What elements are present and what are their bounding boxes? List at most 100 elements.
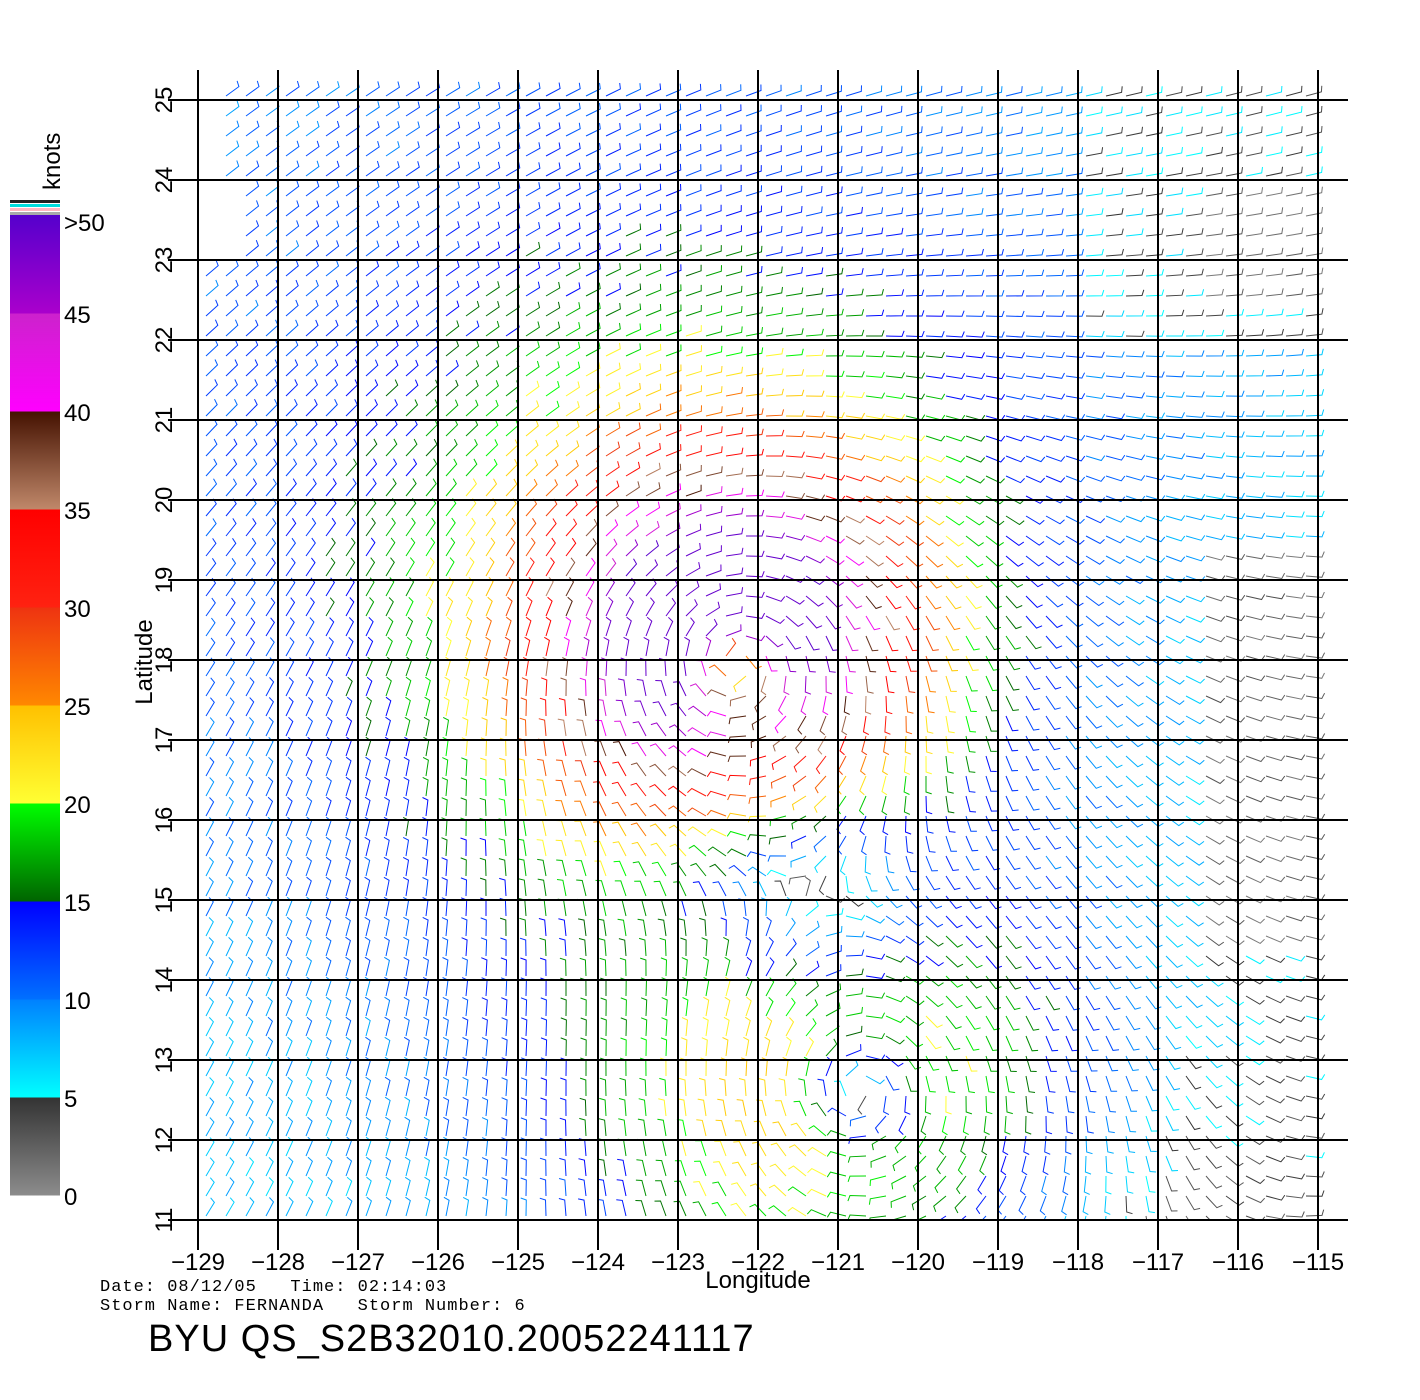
wind-barb xyxy=(520,1157,527,1177)
wind-barb xyxy=(540,1077,547,1097)
wind-barb xyxy=(747,866,767,877)
wind-barb xyxy=(985,248,1004,257)
colorbar-tick-label: 35 xyxy=(64,498,91,525)
wind-barb xyxy=(752,881,767,897)
wind-barb xyxy=(205,478,218,497)
wind-barb xyxy=(205,339,219,357)
wind-barb xyxy=(599,1097,607,1117)
wind-barb xyxy=(1085,995,1101,1011)
wind-barb xyxy=(945,372,966,380)
wind-barb xyxy=(1005,555,1024,567)
wind-barb xyxy=(725,637,737,657)
wind-barb xyxy=(305,537,316,557)
wind-barb xyxy=(423,1116,430,1137)
wind-barb xyxy=(385,141,400,157)
wind-barb xyxy=(1265,815,1286,822)
wind-barb xyxy=(285,557,296,577)
wind-barb xyxy=(1065,515,1085,524)
wind-barb xyxy=(1165,207,1184,217)
wind-barb xyxy=(481,1017,488,1037)
wind-barb xyxy=(865,125,883,137)
wind-barb xyxy=(965,975,983,989)
wind-barb xyxy=(558,1178,567,1197)
wind-barb xyxy=(205,757,215,777)
wind-barb xyxy=(685,184,702,197)
wind-barb xyxy=(623,636,630,657)
colorbar-band xyxy=(10,313,60,412)
wind-barb xyxy=(305,756,313,777)
wind-barb xyxy=(945,615,961,631)
wind-barb xyxy=(965,393,986,400)
wind-barb xyxy=(785,472,805,479)
wind-barb xyxy=(612,841,627,857)
wind-barb xyxy=(925,995,944,1008)
wind-barb xyxy=(205,438,218,457)
wind-barb xyxy=(765,225,783,237)
wind-barb xyxy=(745,286,763,297)
wind-barb xyxy=(465,537,476,557)
wind-barb xyxy=(1225,955,1245,966)
wind-barb xyxy=(205,259,219,277)
wind-barb xyxy=(1205,268,1224,277)
wind-barb xyxy=(1065,1055,1078,1072)
wind-barb xyxy=(537,858,547,877)
wind-barb xyxy=(965,575,983,589)
wind-barb xyxy=(1225,167,1243,177)
wind-barb xyxy=(1105,208,1124,217)
wind-barb xyxy=(1305,85,1323,97)
wind-barb xyxy=(225,617,236,637)
wind-barb xyxy=(805,267,824,277)
wind-barb xyxy=(1165,835,1184,847)
wind-barb xyxy=(1285,1055,1306,1062)
wind-barb xyxy=(444,676,451,697)
wind-barb xyxy=(1225,1035,1244,1047)
wind-barb xyxy=(385,280,400,297)
wind-barb xyxy=(1285,430,1305,437)
wind-barb xyxy=(717,1098,727,1117)
wind-barb xyxy=(765,347,784,357)
wind-barb xyxy=(462,1196,470,1217)
wind-barb xyxy=(945,248,964,257)
wind-barb xyxy=(774,880,787,897)
wind-barb xyxy=(540,1037,548,1057)
wind-barb xyxy=(245,797,254,817)
wind-barb xyxy=(865,85,883,97)
wind-barb xyxy=(655,680,667,697)
wind-barb xyxy=(985,735,997,752)
wind-barb xyxy=(245,180,260,197)
wind-barb xyxy=(537,878,547,897)
wind-barb xyxy=(1005,435,1026,442)
wind-barb xyxy=(945,915,963,929)
wind-barb xyxy=(1185,1215,1190,1220)
wind-barb xyxy=(545,122,561,137)
wind-barb xyxy=(345,299,359,317)
wind-barb xyxy=(1145,187,1164,197)
wind-barb xyxy=(814,855,827,874)
wind-barb xyxy=(563,636,570,657)
wind-barb xyxy=(505,596,513,617)
wind-barb xyxy=(585,142,601,157)
longitude-tick-label: −128 xyxy=(251,1249,305,1276)
wind-barb xyxy=(885,85,903,97)
wind-barb xyxy=(385,379,399,397)
wind-barb xyxy=(555,779,567,797)
wind-barb xyxy=(1165,228,1184,237)
wind-barb xyxy=(1045,915,1062,930)
wind-barb xyxy=(787,1206,807,1217)
wind-barb xyxy=(625,558,638,577)
wind-barb xyxy=(465,616,473,637)
wind-barb xyxy=(605,480,620,497)
wind-barb xyxy=(1165,675,1185,685)
wind-barb xyxy=(325,856,332,877)
wind-barb xyxy=(245,557,257,577)
wind-barb xyxy=(345,359,359,377)
wind-barb xyxy=(705,305,723,317)
wind-barb xyxy=(638,937,647,957)
wind-barb xyxy=(598,1118,607,1137)
wind-barb xyxy=(865,350,885,358)
wind-barb xyxy=(364,936,371,957)
wind-barb xyxy=(1065,248,1084,257)
wind-barb xyxy=(384,776,391,797)
wind-barb xyxy=(690,862,707,877)
wind-barb xyxy=(265,438,278,457)
